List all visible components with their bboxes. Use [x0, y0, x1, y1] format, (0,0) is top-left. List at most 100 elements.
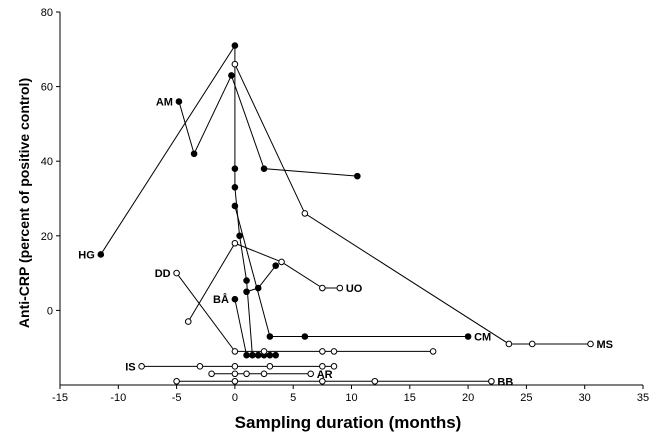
- series-line: [234, 64, 591, 345]
- series-line: [234, 205, 469, 338]
- data-point: [260, 165, 268, 172]
- y-tick-label: 80: [41, 7, 53, 19]
- data-point: [272, 351, 280, 359]
- x-tick-label: 10: [345, 392, 357, 404]
- series-cm: CM: [231, 202, 491, 344]
- data-point: [371, 377, 379, 385]
- x-tick-label: 30: [579, 392, 591, 404]
- x-tick-label: -5: [172, 392, 182, 404]
- data-point: [184, 318, 192, 325]
- data-point: [260, 370, 268, 378]
- data-point: [243, 288, 250, 296]
- series-label: AM: [156, 97, 173, 109]
- series-ar: AR: [208, 369, 333, 381]
- data-point: [587, 340, 594, 348]
- data-point: [173, 377, 180, 385]
- data-point: [231, 165, 239, 172]
- data-point: [236, 232, 243, 240]
- data-point: [231, 377, 239, 385]
- series-label: BÅ: [213, 293, 229, 306]
- data-point: [307, 370, 314, 378]
- data-point: [505, 340, 513, 348]
- data-point: [272, 262, 280, 269]
- series-ms: MS: [231, 60, 614, 351]
- data-point: [319, 377, 326, 385]
- series-label: IS: [125, 361, 135, 373]
- data-point: [190, 150, 198, 158]
- series-line: [100, 43, 270, 356]
- series-line: [187, 242, 340, 322]
- data-point: [97, 251, 105, 258]
- series-label: HG: [78, 249, 95, 261]
- data-point: [528, 340, 536, 348]
- x-axis-title: Sampling duration (months): [235, 413, 462, 432]
- axes: -15 -10 -5 0 5 10 15 20 25 30 35 0 20 40 60 80: [41, 7, 649, 404]
- data-point: [330, 363, 338, 370]
- data-point: [330, 348, 338, 355]
- x-tick-label: 20: [462, 392, 474, 404]
- data-point: [231, 202, 239, 210]
- y-axis-title: Anti-CRP (percent of positive control): [16, 78, 32, 328]
- data-point: [354, 172, 361, 180]
- data-point: [254, 351, 262, 359]
- data-point: [208, 370, 215, 378]
- series-hg: HG: [78, 42, 274, 359]
- series-label: CM: [474, 332, 491, 344]
- y-tick-label: 20: [41, 231, 53, 243]
- data-point: [231, 348, 239, 355]
- data-point: [319, 348, 326, 355]
- data-point: [266, 333, 274, 340]
- series-dd: DD: [155, 268, 437, 355]
- data-point: [231, 295, 239, 303]
- series-am: AM: [156, 72, 361, 180]
- series-bå: BÅ: [213, 293, 280, 359]
- x-tick-label: -10: [110, 392, 126, 404]
- series-label: BB: [497, 376, 513, 388]
- data-point: [319, 284, 326, 292]
- series-label: DD: [155, 268, 171, 280]
- data-point: [138, 363, 145, 370]
- data-point: [243, 370, 250, 378]
- series-label: MS: [597, 339, 614, 351]
- x-tick-label: 15: [404, 392, 416, 404]
- series-line: [176, 272, 434, 352]
- data-point: [231, 370, 239, 378]
- y-tick-label: 0: [47, 305, 53, 317]
- series-bb: BB: [173, 376, 513, 388]
- series-line: [234, 299, 276, 356]
- x-tick-label: 0: [232, 392, 238, 404]
- data-point: [301, 210, 309, 217]
- data-point: [231, 60, 239, 68]
- data-point: [243, 277, 250, 284]
- data-point: [488, 377, 495, 385]
- data-point: [231, 184, 239, 191]
- data-point: [266, 363, 274, 370]
- data-point: [228, 72, 235, 79]
- data-point: [196, 363, 204, 370]
- data-point: [464, 333, 472, 340]
- data-point: [231, 363, 239, 370]
- x-tick-label: 5: [290, 392, 296, 404]
- x-tick-label: 35: [637, 392, 649, 404]
- x-tick-label: 25: [520, 392, 532, 404]
- data-point: [243, 351, 250, 359]
- data-point: [173, 269, 180, 277]
- data-point: [260, 348, 268, 355]
- data-point: [231, 42, 239, 49]
- x-tick-label: -15: [52, 392, 68, 404]
- data-point: [429, 348, 437, 355]
- series-label: UO: [346, 283, 363, 295]
- series-is: IS: [125, 361, 338, 373]
- data-point: [336, 284, 344, 292]
- data-point: [278, 258, 285, 266]
- data-point: [319, 363, 326, 370]
- data-point: [301, 333, 309, 340]
- y-tick-label: 40: [41, 156, 53, 168]
- data-point: [231, 239, 239, 247]
- data-point: [175, 98, 183, 105]
- series-uo: UO: [184, 239, 363, 325]
- y-tick-label: 60: [41, 82, 53, 94]
- series-label: AR: [317, 369, 333, 381]
- series-layer: AM HG BÅ CM MS UO DD IS AR BB: [78, 42, 614, 388]
